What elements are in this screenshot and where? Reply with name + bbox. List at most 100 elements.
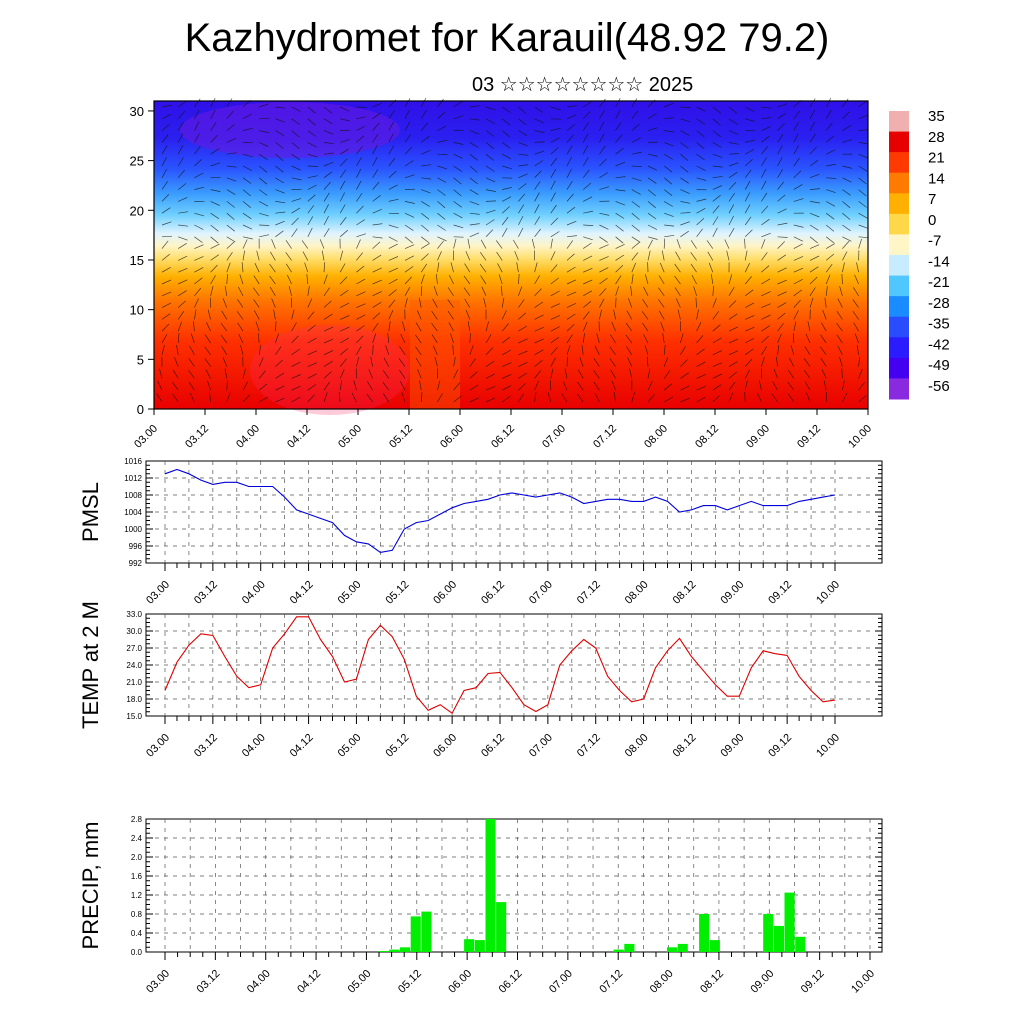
wind-barb <box>204 358 211 367</box>
wind-barb <box>663 189 673 196</box>
wind-barb <box>777 103 788 108</box>
wind-barb <box>826 201 836 207</box>
wind-barb <box>224 368 228 379</box>
wind-barb <box>432 345 438 355</box>
heatmap-x-tick: 05.12 <box>387 423 415 451</box>
wind-barb <box>275 333 280 344</box>
wind-barb <box>254 263 260 273</box>
wind-barb <box>275 189 285 194</box>
wind-barb <box>664 142 674 147</box>
wind-barb <box>501 395 511 403</box>
wind-barb <box>745 106 755 112</box>
wind-barb <box>842 380 845 391</box>
wind-barb <box>744 204 751 214</box>
x-tick-label: 06.12 <box>479 732 507 760</box>
wind-barb <box>501 227 508 237</box>
wind-barb <box>502 349 512 356</box>
wind-barb <box>744 216 752 226</box>
wind-barb <box>745 302 755 308</box>
wind-barb <box>631 212 640 220</box>
wind-barb <box>581 344 584 355</box>
wind-barb <box>161 313 171 320</box>
colorbar-label: -56 <box>928 378 950 395</box>
wind-barb <box>259 224 270 226</box>
wind-barb <box>291 198 302 202</box>
wind-barb <box>518 393 525 403</box>
wind-barb <box>421 177 432 180</box>
wind-barb <box>177 100 187 108</box>
wind-barb <box>242 236 253 240</box>
wind-barb <box>615 97 621 108</box>
wind-barb <box>388 121 394 131</box>
wind-barb <box>745 118 755 122</box>
wind-barb <box>307 153 318 158</box>
wind-barb <box>674 275 681 285</box>
wind-barb <box>777 236 788 238</box>
wind-barb <box>793 224 804 228</box>
wind-barb <box>159 368 163 379</box>
wind-barb <box>388 184 398 190</box>
wind-barb <box>193 321 195 332</box>
wind-barb <box>836 310 843 320</box>
wind-barb <box>210 243 220 249</box>
wind-barb <box>259 117 270 120</box>
wind-barb <box>420 136 430 143</box>
wind-barb <box>204 346 211 356</box>
colorbar-swatch <box>889 337 909 359</box>
wind-barb <box>518 338 528 344</box>
wind-barb <box>710 274 714 285</box>
wind-barb <box>420 391 423 403</box>
wind-barb <box>240 345 244 355</box>
wind-barb <box>712 394 721 403</box>
wind-barb <box>550 315 561 320</box>
wind-barb <box>836 334 843 344</box>
wind-barb <box>210 97 216 108</box>
wind-barb <box>712 362 723 367</box>
wind-barb <box>582 133 589 143</box>
wind-barb <box>534 118 544 124</box>
wind-barb <box>437 224 446 231</box>
wind-barb <box>402 321 406 332</box>
wind-barb <box>728 350 739 356</box>
wind-barb <box>194 236 203 243</box>
wind-barb <box>356 325 365 332</box>
panel-3 <box>145 818 883 960</box>
wind-barb <box>220 322 228 332</box>
wind-barb <box>696 217 705 226</box>
wind-barb <box>340 118 351 122</box>
wind-barb <box>480 239 487 249</box>
y-tick-label: 1008 <box>124 491 142 500</box>
wind-barb <box>161 145 168 155</box>
wind-barb <box>659 262 665 273</box>
heatmap-x-tick: 08.00 <box>642 423 670 451</box>
wind-barb <box>437 251 442 261</box>
wind-barb <box>643 333 649 344</box>
wind-barb <box>647 368 651 379</box>
wind-barb <box>643 286 649 296</box>
wind-barb <box>307 194 316 202</box>
wind-barb <box>323 215 329 226</box>
wind-barb <box>226 165 237 168</box>
colorbar-label: -35 <box>928 316 950 333</box>
wind-barb <box>356 265 365 273</box>
wind-barb <box>706 240 714 249</box>
wind-barb <box>485 189 496 192</box>
wind-barb <box>629 368 633 379</box>
colorbar-label: 0 <box>928 212 936 229</box>
wind-barb <box>464 263 471 273</box>
wind-barb <box>626 310 633 320</box>
wind-barb <box>226 110 234 120</box>
wind-barb <box>658 275 665 285</box>
wind-barb <box>680 177 689 184</box>
wind-barb <box>858 381 865 391</box>
wind-barb <box>745 148 755 155</box>
wind-barb <box>594 345 600 355</box>
wind-barb <box>177 321 182 332</box>
wind-barb <box>775 356 778 367</box>
wind-barb <box>809 109 815 119</box>
wind-barb <box>242 224 253 230</box>
wind-barb <box>285 252 292 261</box>
heatmap-x-tick: 05.00 <box>336 423 364 451</box>
wind-barb <box>761 106 772 109</box>
wind-barb <box>777 291 787 297</box>
